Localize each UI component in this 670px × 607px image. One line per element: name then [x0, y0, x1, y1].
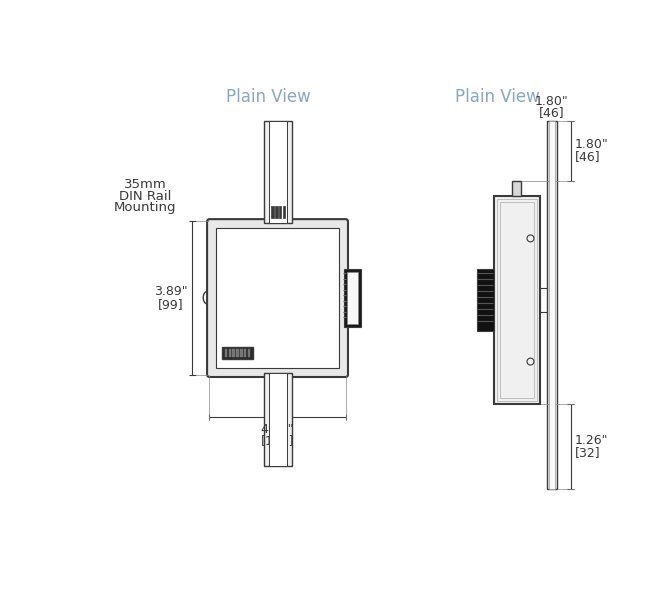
Bar	[222, 347, 253, 359]
Bar	[248, 348, 250, 357]
Bar	[512, 181, 521, 196]
Text: Plain View: Plain View	[455, 89, 540, 106]
Text: Mounting: Mounting	[114, 201, 177, 214]
Bar	[496, 199, 537, 401]
Text: [46]: [46]	[574, 151, 600, 163]
Bar	[279, 206, 281, 219]
Text: 4.41": 4.41"	[261, 423, 294, 436]
Bar	[547, 121, 557, 489]
Bar	[237, 348, 239, 357]
Bar	[500, 202, 533, 398]
Text: 1.80": 1.80"	[574, 138, 608, 151]
Bar	[244, 348, 247, 357]
Text: DIN Rail: DIN Rail	[119, 189, 172, 203]
Bar	[283, 206, 285, 219]
Bar	[264, 121, 292, 223]
Bar	[264, 373, 292, 466]
Text: [112]: [112]	[261, 433, 294, 447]
Bar	[271, 206, 273, 219]
Bar	[344, 269, 361, 327]
Text: [46]: [46]	[539, 106, 564, 120]
Bar	[225, 348, 227, 357]
FancyBboxPatch shape	[207, 219, 348, 377]
Bar	[494, 196, 540, 404]
Bar	[476, 269, 494, 331]
Text: [32]: [32]	[574, 446, 600, 459]
Bar	[240, 348, 243, 357]
Text: 1.26": 1.26"	[574, 433, 608, 447]
Text: 35mm: 35mm	[124, 178, 167, 191]
Bar	[347, 273, 358, 324]
Text: 1.80": 1.80"	[535, 95, 568, 108]
Text: Plain View: Plain View	[226, 89, 310, 106]
Bar	[228, 348, 231, 357]
Bar	[216, 228, 339, 368]
Text: 3.89": 3.89"	[154, 285, 188, 299]
Bar	[269, 373, 287, 466]
Text: [99]: [99]	[158, 297, 184, 311]
Bar	[275, 206, 277, 219]
Bar	[269, 121, 287, 223]
Bar	[232, 348, 234, 357]
Bar	[549, 121, 555, 489]
